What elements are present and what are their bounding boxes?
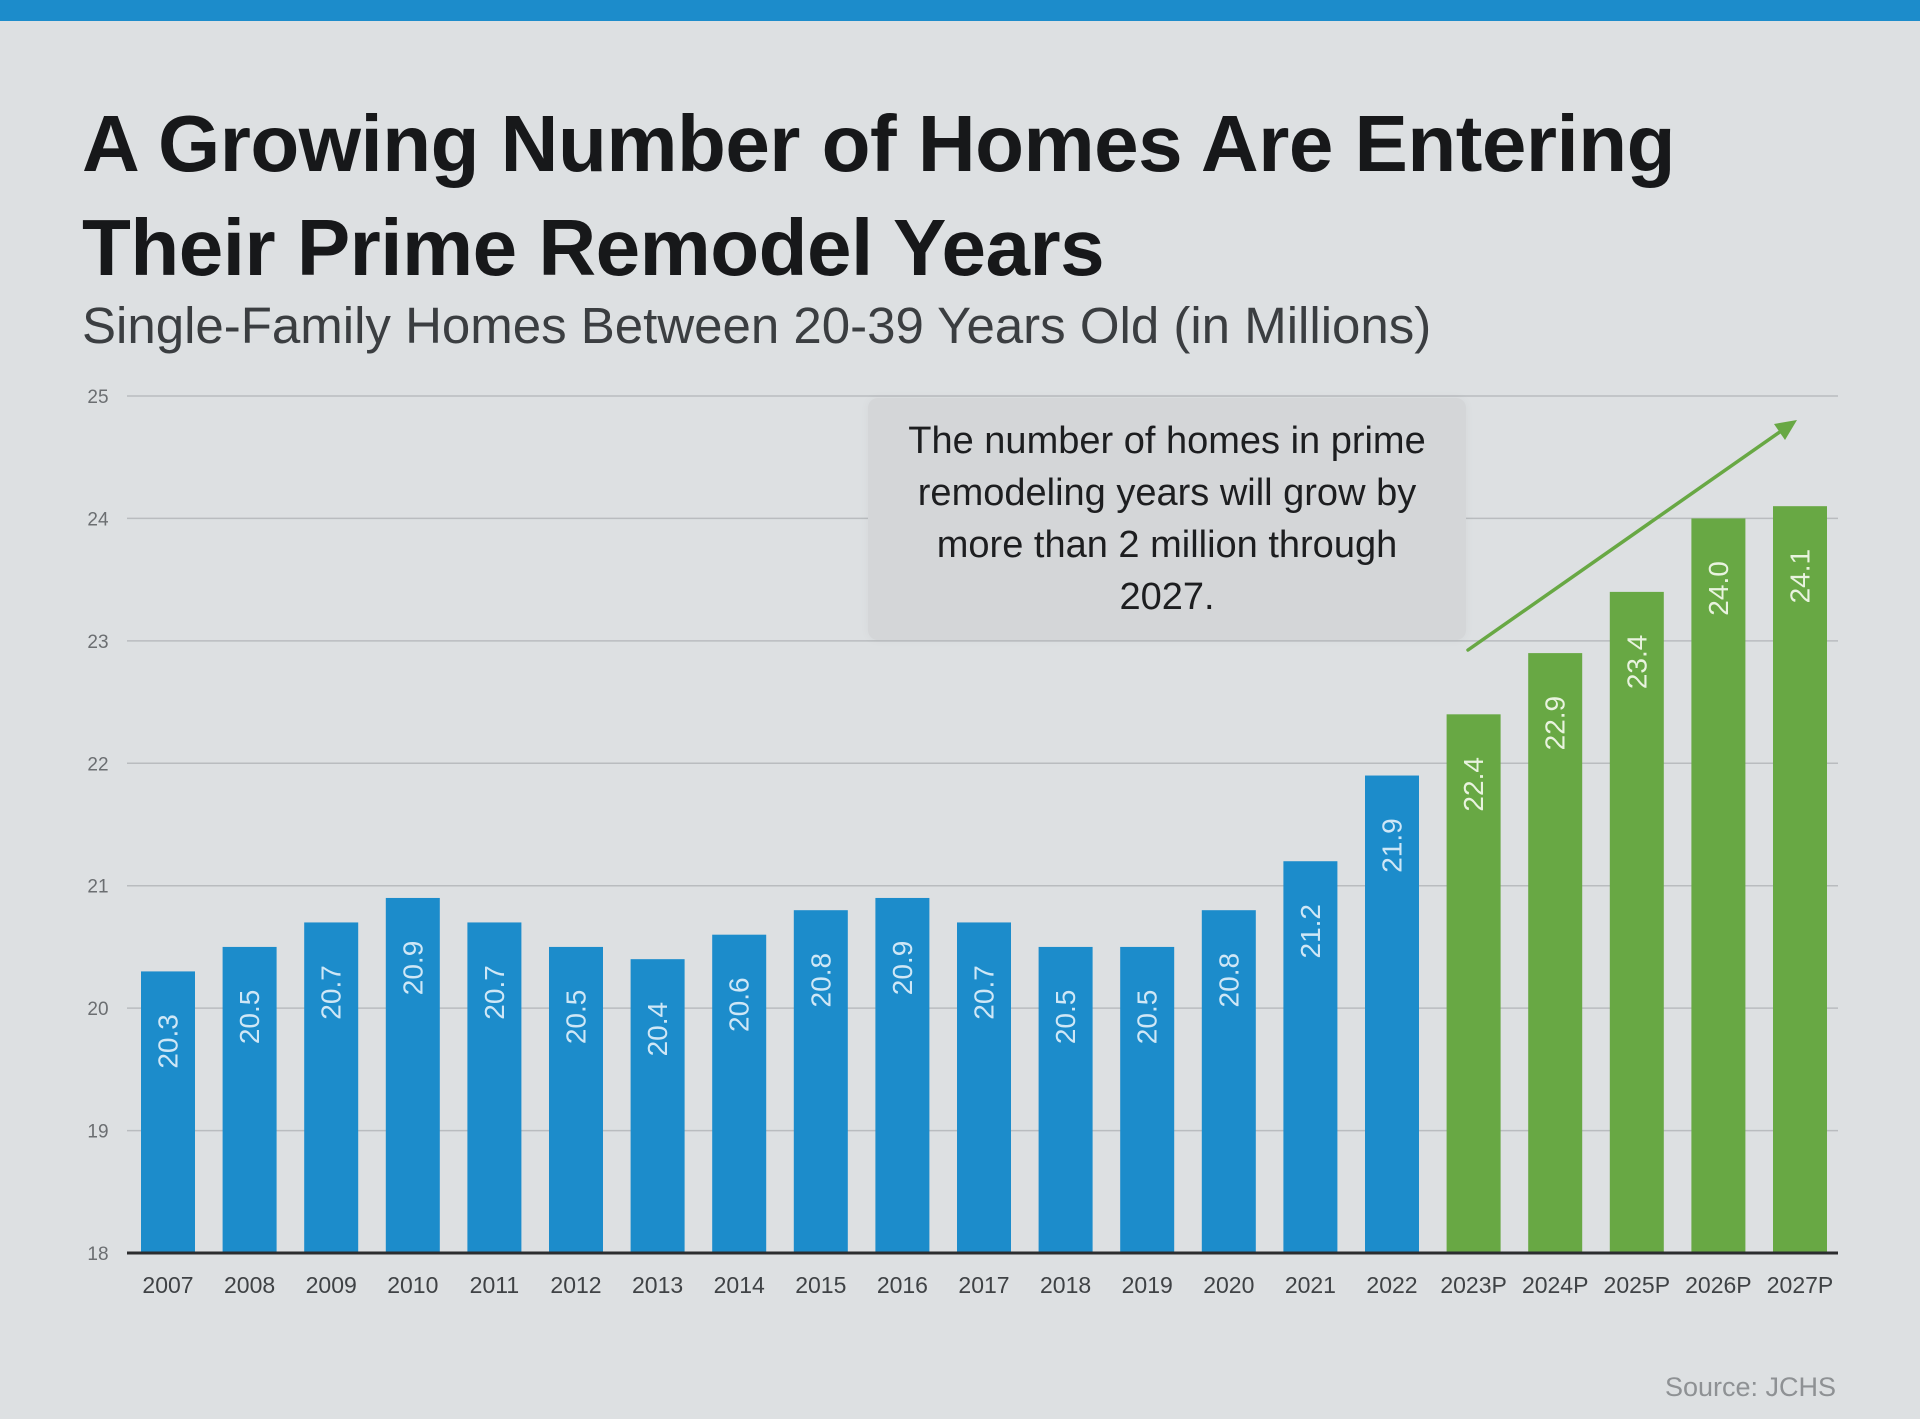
callout-box: The number of homes in prime remodeling … (868, 398, 1466, 640)
x-tick-label: 2026P (1685, 1272, 1752, 1298)
x-tick-label: 2010 (387, 1272, 438, 1298)
x-tick-label: 2025P (1604, 1272, 1671, 1298)
bar (1691, 518, 1746, 1253)
bar (1283, 861, 1338, 1253)
x-tick-label: 2014 (714, 1272, 765, 1298)
y-tick-label: 24 (87, 509, 109, 530)
x-tick-label: 2016 (877, 1272, 928, 1298)
bar (549, 946, 603, 1253)
bar-value-label: 24.0 (1703, 561, 1734, 616)
bar-value-label: 20.6 (724, 977, 755, 1032)
x-tick-labels: 2007 2008 2009 2010 2011 2012 2013 2014 2015 2016… (142, 1272, 1833, 1298)
bar-value-label: 20.5 (1050, 990, 1081, 1045)
x-tick-label: 2022 (1366, 1272, 1417, 1298)
bar-value-label: 20.7 (316, 965, 347, 1020)
bar (304, 922, 359, 1253)
bar-value-label: 20.3 (153, 1014, 184, 1069)
bar-value-label: 23.4 (1621, 635, 1652, 690)
trend-arrow (1466, 420, 1797, 652)
bar-value-label: 20.8 (805, 953, 836, 1008)
x-tick-label: 2018 (1040, 1272, 1091, 1298)
bar (222, 946, 277, 1253)
y-tick-label: 22 (87, 754, 108, 775)
top-accent-stripe (0, 0, 1920, 21)
bar (1446, 714, 1501, 1253)
bar (1609, 591, 1664, 1253)
x-tick-label: 2011 (470, 1272, 519, 1298)
bar (712, 934, 767, 1253)
callout-text: The number of homes in prime remodeling … (908, 420, 1426, 618)
bar-value-label: 20.8 (1213, 953, 1244, 1008)
x-tick-label: 2007 (142, 1272, 193, 1298)
bar (1773, 506, 1827, 1254)
bar-value-label: 20.4 (642, 1002, 673, 1057)
bar (1528, 653, 1583, 1253)
bar-value-label: 20.9 (397, 941, 428, 996)
x-tick-label: 2009 (306, 1272, 357, 1298)
y-tick-label: 21 (87, 877, 108, 898)
bar-value-label: 21.9 (1377, 818, 1408, 873)
bar-value-label: 20.7 (969, 965, 1000, 1020)
x-tick-label: 2024P (1522, 1272, 1589, 1298)
bar (875, 897, 930, 1253)
x-tick-label: 2017 (958, 1272, 1009, 1298)
bar (630, 959, 685, 1253)
y-tick-label: 19 (87, 1122, 108, 1143)
x-tick-label: 2023P (1440, 1272, 1507, 1298)
y-tick-label: 25 (87, 387, 108, 408)
x-tick-label: 2013 (632, 1272, 683, 1298)
bar-value-label: 20.5 (561, 990, 592, 1045)
y-tick-label: 18 (87, 1244, 108, 1265)
x-tick-label: 2019 (1122, 1272, 1173, 1298)
bar (793, 910, 848, 1253)
bar (957, 922, 1011, 1253)
bar (1038, 946, 1093, 1253)
trend-arrow-line (1466, 427, 1786, 652)
bar (467, 922, 522, 1253)
bar (1120, 946, 1175, 1253)
y-tick-labels: 18 19 20 21 22 23 24 25 (87, 387, 109, 1265)
page-title: A Growing Number of Homes Are Entering T… (82, 99, 1676, 292)
bar (1201, 910, 1256, 1253)
x-tick-label: 2021 (1285, 1272, 1336, 1298)
x-tick-label: 2027P (1767, 1272, 1834, 1298)
bar (141, 971, 195, 1253)
chart-subtitle: Single-Family Homes Between 20-39 Years … (82, 297, 1432, 354)
source-label: Source: JCHS (1664, 1372, 1836, 1402)
bar-value-label: 24.1 (1785, 549, 1816, 604)
x-tick-label: 2015 (795, 1272, 846, 1298)
bar-value-label: 20.5 (1132, 990, 1163, 1045)
y-tick-label: 23 (87, 632, 108, 653)
bar-value-label: 22.4 (1458, 757, 1489, 812)
bar-value-label: 20.9 (887, 941, 918, 996)
bar-value-label: 20.7 (479, 965, 510, 1020)
value-labels: 20.3 20.5 20.7 20.9 20.7 20.5 20.4 20.6 20.8 20.9… (153, 549, 1816, 1069)
x-tick-label: 2012 (550, 1272, 601, 1298)
bar-value-label: 20.5 (234, 990, 265, 1045)
bar-value-label: 22.9 (1540, 696, 1571, 751)
bar-value-label: 21.2 (1295, 904, 1326, 959)
y-tick-label: 20 (87, 999, 108, 1020)
x-tick-label: 2008 (224, 1272, 275, 1298)
bar (385, 897, 440, 1253)
x-tick-label: 2020 (1203, 1272, 1254, 1298)
bars (141, 506, 1827, 1254)
bar (1365, 775, 1419, 1253)
trend-arrow-head (1774, 420, 1797, 440)
